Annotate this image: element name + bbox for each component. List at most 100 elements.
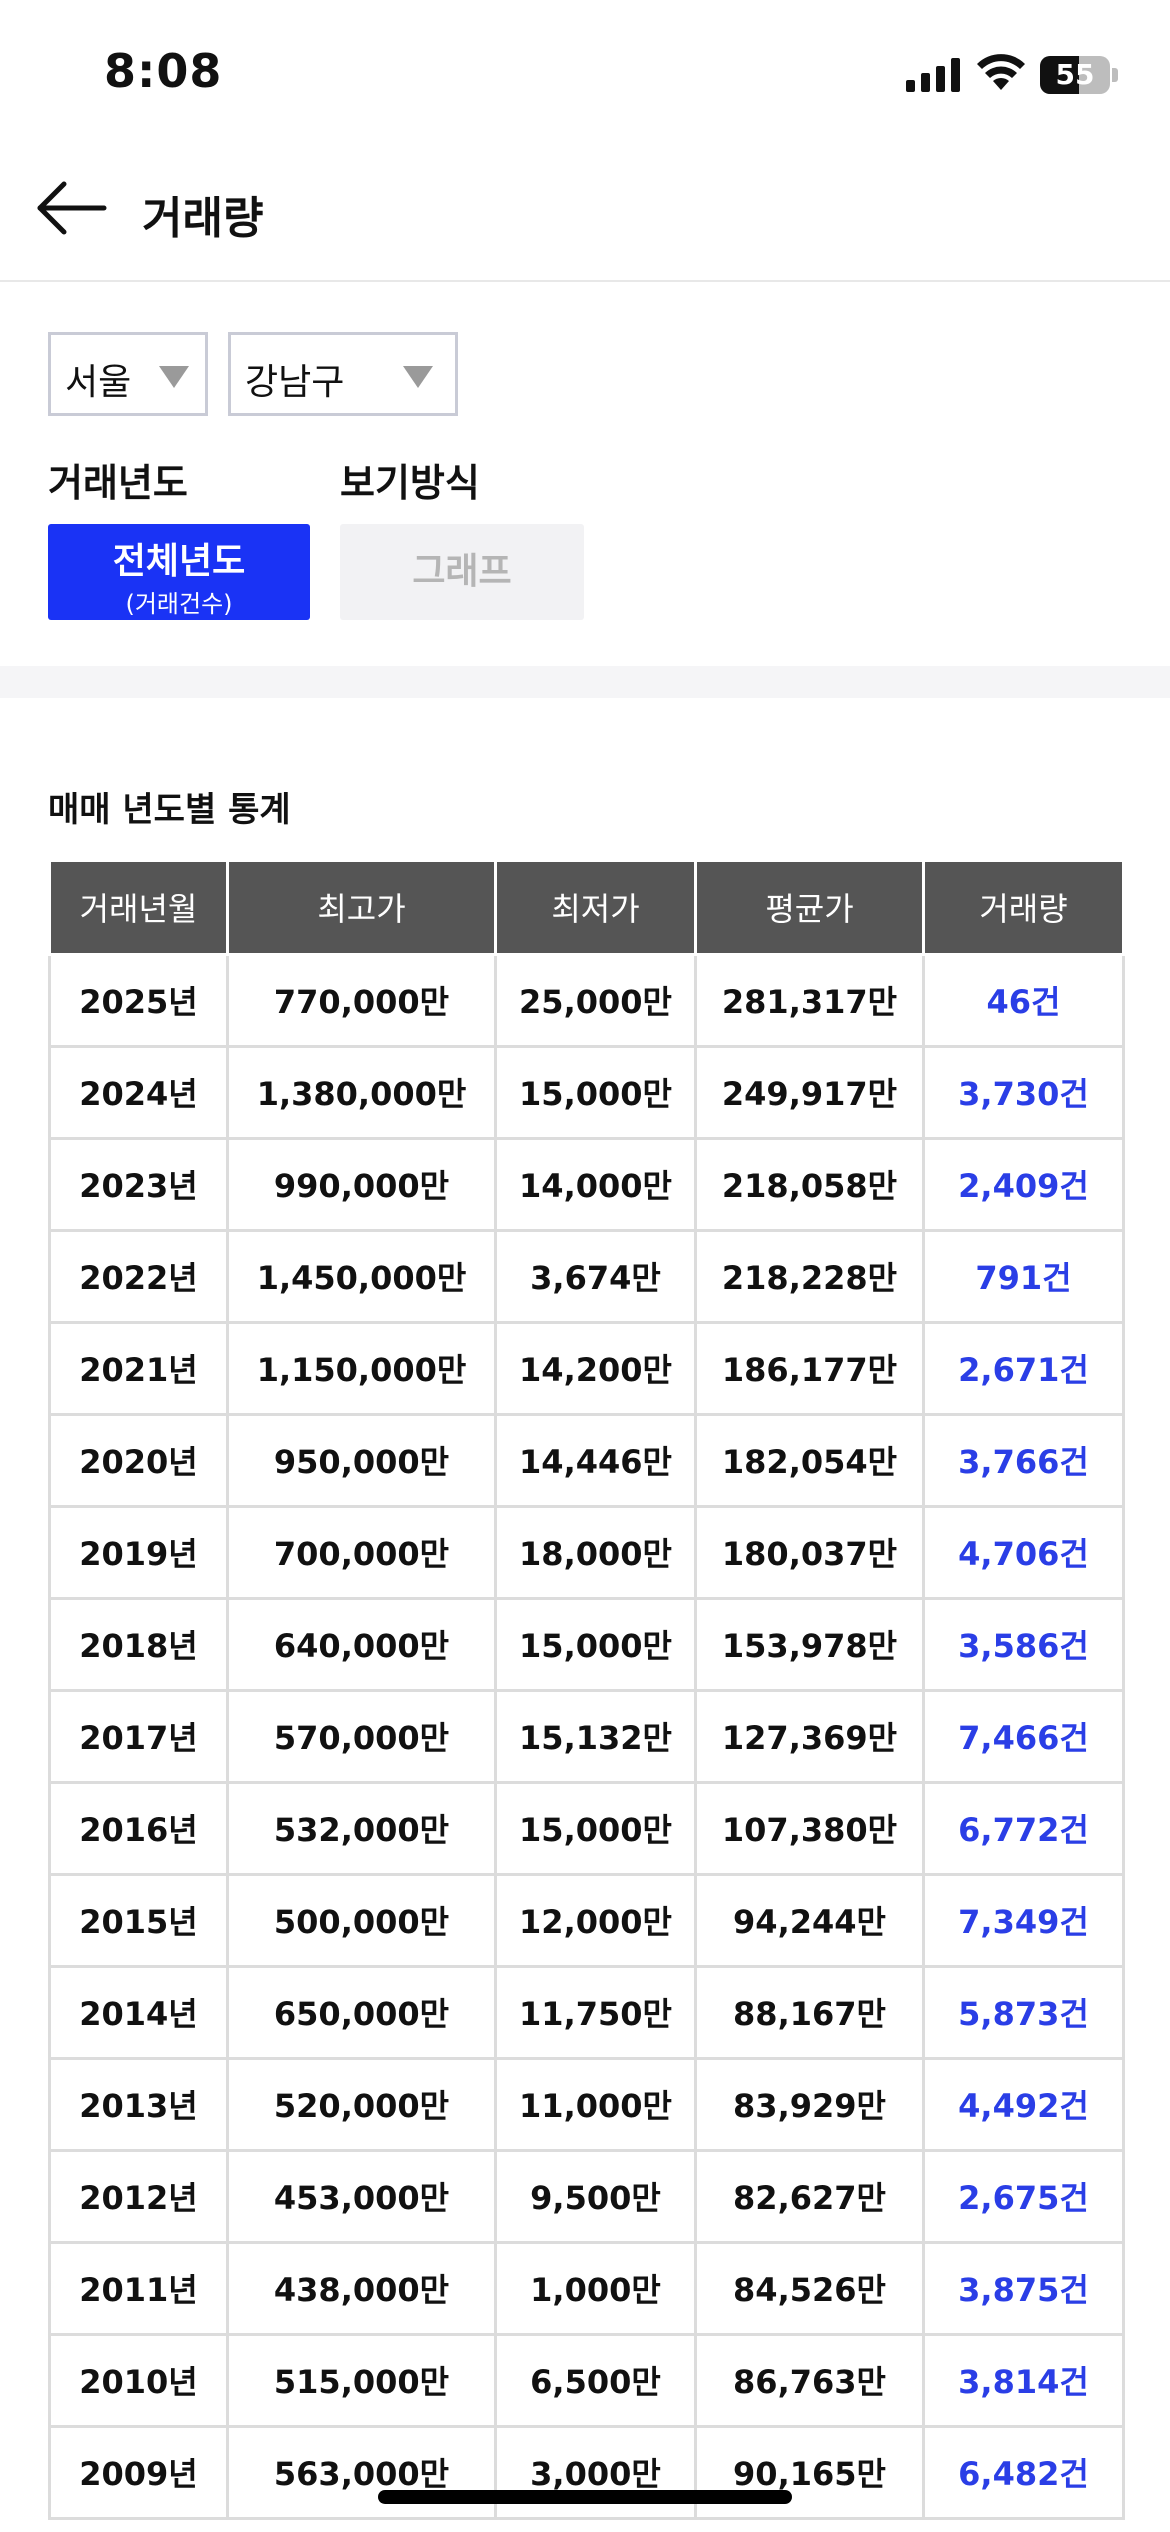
table-cell: 18,000만 <box>494 1504 697 1600</box>
table-cell: 83,929만 <box>694 2056 925 2152</box>
table-cell: 14,446만 <box>494 1412 697 1508</box>
count-cell: 3,766건 <box>922 1412 1125 1508</box>
status-bar: 8:08 55 <box>0 0 1170 140</box>
chevron-down-icon <box>159 366 189 388</box>
count-cell: 6,772건 <box>922 1780 1125 1876</box>
count-cell: 6,482건 <box>922 2424 1125 2520</box>
table-cell: 15,132만 <box>494 1688 697 1784</box>
view-section-label: 보기방식 <box>340 461 480 505</box>
table-cell: 3,000만 <box>494 2424 697 2520</box>
table-row: 2015년 500,000만 12,000만 94,244만 7,349건 <box>48 1872 1125 1968</box>
table-cell: 9,500만 <box>494 2148 697 2244</box>
table-cell: 563,000만 <box>226 2424 497 2520</box>
table-cell: 2017년 <box>48 1688 229 1784</box>
table-cell: 6,500만 <box>494 2332 697 2428</box>
arrow-left-icon[interactable] <box>34 178 110 238</box>
table-cell: 2018년 <box>48 1596 229 1692</box>
count-cell: 4,706건 <box>922 1504 1125 1600</box>
table-row: 2021년 1,150,000만 14,200만 186,177만 2,671건 <box>48 1320 1125 1416</box>
count-cell: 2,675건 <box>922 2148 1125 2244</box>
table-cell: 249,917만 <box>694 1044 925 1140</box>
table-cell: 2020년 <box>48 1412 229 1508</box>
table-row: 2020년 950,000만 14,446만 182,054만 3,766건 <box>48 1412 1125 1508</box>
table-row: 2023년 990,000만 14,000만 218,058만 2,409건 <box>48 1136 1125 1232</box>
count-cell: 4,492건 <box>922 2056 1125 2152</box>
status-time: 8:08 <box>104 44 223 98</box>
table-cell: 2015년 <box>48 1872 229 1968</box>
battery-level: 55 <box>1055 58 1095 91</box>
table-cell: 640,000만 <box>226 1596 497 1692</box>
column-header: 최저가 <box>494 862 697 956</box>
table-cell: 11,000만 <box>494 2056 697 2152</box>
table-cell: 281,317만 <box>694 952 925 1048</box>
table-cell: 3,674만 <box>494 1228 697 1324</box>
battery-icon: 55 <box>1040 56 1110 94</box>
table-row: 2025년 770,000만 25,000만 281,317만 46건 <box>48 952 1125 1048</box>
table-cell: 650,000만 <box>226 1964 497 2060</box>
table-cell: 180,037만 <box>694 1504 925 1600</box>
count-cell: 46건 <box>922 952 1125 1048</box>
table-cell: 1,000만 <box>494 2240 697 2336</box>
table-cell: 182,054만 <box>694 1412 925 1508</box>
table-cell: 218,228만 <box>694 1228 925 1324</box>
table-cell: 500,000만 <box>226 1872 497 1968</box>
page-title: 거래량 <box>142 193 264 244</box>
table-header-row: 거래년월 최고가 최저가 평균가 거래량 <box>48 862 1125 956</box>
table-cell: 127,369만 <box>694 1688 925 1784</box>
table-row: 2010년 515,000만 6,500만 86,763만 3,814건 <box>48 2332 1125 2428</box>
table-cell: 107,380만 <box>694 1780 925 1876</box>
table-cell: 515,000만 <box>226 2332 497 2428</box>
table-cell: 990,000만 <box>226 1136 497 1232</box>
table-cell: 90,165만 <box>694 2424 925 2520</box>
region-select[interactable]: 서울 <box>48 332 208 416</box>
table-cell: 25,000만 <box>494 952 697 1048</box>
table-cell: 2025년 <box>48 952 229 1048</box>
table-row: 2011년 438,000만 1,000만 84,526만 3,875건 <box>48 2240 1125 2336</box>
table-cell: 186,177만 <box>694 1320 925 1416</box>
table-cell: 2019년 <box>48 1504 229 1600</box>
table-row: 2012년 453,000만 9,500만 82,627만 2,675건 <box>48 2148 1125 2244</box>
table-row: 2017년 570,000만 15,132만 127,369만 7,466건 <box>48 1688 1125 1784</box>
all-years-label: 전체년도 <box>112 541 246 582</box>
table-cell: 700,000만 <box>226 1504 497 1600</box>
graph-button[interactable]: 그래프 <box>340 524 584 620</box>
table-cell: 15,000만 <box>494 1044 697 1140</box>
battery-cap <box>1112 68 1118 82</box>
table-cell: 94,244만 <box>694 1872 925 1968</box>
table-cell: 1,150,000만 <box>226 1320 497 1416</box>
count-cell: 791건 <box>922 1228 1125 1324</box>
table-cell: 14,000만 <box>494 1136 697 1232</box>
table-cell: 153,978만 <box>694 1596 925 1692</box>
table-row: 2018년 640,000만 15,000만 153,978만 3,586건 <box>48 1596 1125 1692</box>
count-cell: 7,349건 <box>922 1872 1125 1968</box>
count-cell: 7,466건 <box>922 1688 1125 1784</box>
column-header: 거래년월 <box>48 862 229 956</box>
table-cell: 2014년 <box>48 1964 229 2060</box>
table-cell: 438,000만 <box>226 2240 497 2336</box>
table-row: 2019년 700,000만 18,000만 180,037만 4,706건 <box>48 1504 1125 1600</box>
table-cell: 2009년 <box>48 2424 229 2520</box>
home-indicator[interactable] <box>378 2490 792 2504</box>
stats-table: 거래년월 최고가 최저가 평균가 거래량 2025년 770,000만 25,000만 281… <box>48 862 1125 2520</box>
all-years-button[interactable]: 전체년도 (거래건수) <box>48 524 310 620</box>
table-cell: 2023년 <box>48 1136 229 1232</box>
table-row: 2016년 532,000만 15,000만 107,380만 6,772건 <box>48 1780 1125 1876</box>
table-cell: 14,200만 <box>494 1320 697 1416</box>
district-select[interactable]: 강남구 <box>228 332 458 416</box>
table-cell: 84,526만 <box>694 2240 925 2336</box>
count-cell: 2,671건 <box>922 1320 1125 1416</box>
table-cell: 88,167만 <box>694 1964 925 2060</box>
table-cell: 2013년 <box>48 2056 229 2152</box>
count-cell: 3,814건 <box>922 2332 1125 2428</box>
table-cell: 532,000만 <box>226 1780 497 1876</box>
table-row: 2024년 1,380,000만 15,000만 249,917만 3,730건 <box>48 1044 1125 1140</box>
battery-fill <box>1040 56 1079 94</box>
app-header: 거래량 <box>0 140 1170 282</box>
table-cell: 520,000만 <box>226 2056 497 2152</box>
table-row: 2013년 520,000만 11,000만 83,929만 4,492건 <box>48 2056 1125 2152</box>
wifi-icon <box>977 54 1025 90</box>
table-cell: 1,380,000만 <box>226 1044 497 1140</box>
table-cell: 82,627만 <box>694 2148 925 2244</box>
table-row: 2009년 563,000만 3,000만 90,165만 6,482건 <box>48 2424 1125 2520</box>
count-cell: 3,586건 <box>922 1596 1125 1692</box>
